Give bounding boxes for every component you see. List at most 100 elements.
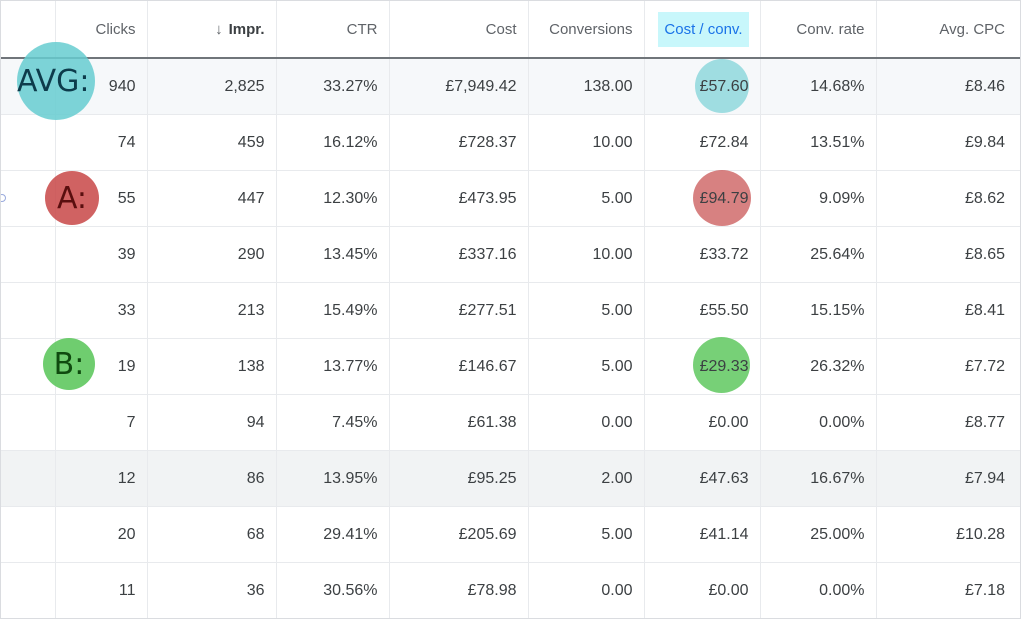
cell-conv-rate: 0.00%: [760, 394, 877, 451]
cell-ctr: 13.77%: [276, 338, 390, 395]
cell-cost: £337.16: [389, 226, 529, 283]
row-label-cell: [1, 506, 56, 563]
row-label-cell: [1, 282, 56, 339]
cell-ctr: 12.30%: [276, 170, 390, 227]
cell-cost: £473.95: [389, 170, 529, 227]
cell-conversions: 138.00: [528, 58, 645, 115]
table-row-hovered[interactable]: 12 86 13.95% £95.25 2.00 £47.63 16.67% £…: [1, 450, 1020, 507]
row-label-cell: [1, 562, 56, 618]
cell-cost: £277.51: [389, 282, 529, 339]
cell-impressions: 138: [147, 338, 277, 395]
cell-conv-rate: 14.68%: [760, 58, 877, 115]
column-header-label: Conv. rate: [796, 20, 865, 38]
annotation-b-label: B:: [53, 346, 85, 382]
column-header-label: Conversions: [549, 20, 633, 38]
cell-cost-per-conv: £72.84: [644, 114, 761, 171]
cell-conversions: 5.00: [528, 506, 645, 563]
column-header-cost[interactable]: Cost: [389, 1, 529, 59]
cell-impressions: 447: [147, 170, 277, 227]
table-row: 20 68 29.41% £205.69 5.00 £41.14 25.00% …: [1, 506, 1020, 563]
cell-value: £29.33: [699, 357, 749, 375]
cell-conversions: 0.00: [528, 562, 645, 618]
cell-conversions: 0.00: [528, 394, 645, 451]
cell-ctr: 29.41%: [276, 506, 390, 563]
cell-avg-cpc: £10.28: [876, 506, 1020, 563]
cell-conversions: 5.00: [528, 170, 645, 227]
cell-cost-per-conv: £0.00: [644, 562, 761, 618]
table-row: 33 213 15.49% £277.51 5.00 £55.50 15.15%…: [1, 282, 1020, 339]
cell-conversions: 10.00: [528, 114, 645, 171]
row-label-cell: [1, 114, 56, 171]
table-row: 39 290 13.45% £337.16 10.00 £33.72 25.64…: [1, 226, 1020, 283]
cell-cost: £205.69: [389, 506, 529, 563]
cell-cost-per-conv: £55.50: [644, 282, 761, 339]
cell-cost: £95.25: [389, 450, 529, 507]
cell-ctr: 13.95%: [276, 450, 390, 507]
highlight-circle-b: [693, 337, 750, 393]
column-header-cost-per-conv[interactable]: Cost / conv.: [644, 1, 761, 59]
column-header-impressions[interactable]: ↓ Impr.: [147, 1, 277, 59]
cell-value: £57.60: [699, 77, 749, 95]
cell-conv-rate: 13.51%: [760, 114, 877, 171]
cell-cost-per-conv: £47.63: [644, 450, 761, 507]
cell-clicks: 7: [55, 394, 148, 451]
column-header-label: Avg. CPC: [939, 20, 1005, 38]
cell-ctr: 30.56%: [276, 562, 390, 618]
cell-ctr: 16.12%: [276, 114, 390, 171]
arrow-down-icon: ↓: [215, 20, 223, 38]
cell-avg-cpc: £8.77: [876, 394, 1020, 451]
cell-ctr: 7.45%: [276, 394, 390, 451]
cell-conv-rate: 9.09%: [760, 170, 877, 227]
annotation-a: A:: [45, 171, 99, 225]
cell-conv-rate: 26.32%: [760, 338, 877, 395]
annotation-b: B:: [43, 338, 95, 390]
cell-conversions: 5.00: [528, 338, 645, 395]
row-label-cell: [1, 450, 56, 507]
cell-impressions: 68: [147, 506, 277, 563]
cell-avg-cpc: £8.41: [876, 282, 1020, 339]
highlight-circle-a: [693, 170, 751, 226]
cell-ctr: 15.49%: [276, 282, 390, 339]
annotation-a-label: A:: [56, 180, 88, 216]
cell-conv-rate: 25.00%: [760, 506, 877, 563]
cell-impressions: 36: [147, 562, 277, 618]
cell-impressions: 459: [147, 114, 277, 171]
highlight-circle-avg: [695, 59, 749, 113]
column-header-conversions[interactable]: Conversions: [528, 1, 645, 59]
cell-clicks: 74: [55, 114, 148, 171]
table-row-a: 55 447 12.30% £473.95 5.00 £94.79 9.09% …: [1, 170, 1020, 227]
cell-conv-rate: 0.00%: [760, 562, 877, 618]
column-header-label: Cost: [485, 20, 517, 38]
column-header-label: Impr.: [228, 20, 265, 38]
column-header-avg-cpc[interactable]: Avg. CPC: [876, 1, 1020, 59]
cell-conv-rate: 15.15%: [760, 282, 877, 339]
annotation-avg-label: AVG:: [17, 63, 90, 99]
cell-ctr: 13.45%: [276, 226, 390, 283]
table-row: 7 94 7.45% £61.38 0.00 £0.00 0.00% £8.77: [1, 394, 1020, 451]
cell-avg-cpc: £7.94: [876, 450, 1020, 507]
annotation-avg: AVG:: [17, 42, 95, 120]
cell-cost-per-conv: £33.72: [644, 226, 761, 283]
cell-avg-cpc: £9.84: [876, 114, 1020, 171]
cell-clicks: 39: [55, 226, 148, 283]
table-row-b: 19 138 13.77% £146.67 5.00 £29.33 26.32%…: [1, 338, 1020, 395]
column-header-ctr[interactable]: CTR: [276, 1, 390, 59]
cell-clicks: 33: [55, 282, 148, 339]
cell-conversions: 2.00: [528, 450, 645, 507]
cell-cost-per-conv: £0.00: [644, 394, 761, 451]
cell-conversions: 5.00: [528, 282, 645, 339]
cell-avg-cpc: £7.72: [876, 338, 1020, 395]
cell-conversions: 10.00: [528, 226, 645, 283]
cell-avg-cpc: £8.62: [876, 170, 1020, 227]
cell-cost: £728.37: [389, 114, 529, 171]
cell-impressions: 213: [147, 282, 277, 339]
cell-impressions: 290: [147, 226, 277, 283]
column-header-conv-rate[interactable]: Conv. rate: [760, 1, 877, 59]
table-row-average: 940 2,825 33.27% £7,949.42 138.00 £57.60…: [1, 58, 1020, 115]
table-row: 74 459 16.12% £728.37 10.00 £72.84 13.51…: [1, 114, 1020, 171]
row-label-cell: [1, 394, 56, 451]
cell-clicks: 11: [55, 562, 148, 618]
column-header-label: Clicks: [95, 20, 136, 38]
cell-cost-per-conv: £41.14: [644, 506, 761, 563]
